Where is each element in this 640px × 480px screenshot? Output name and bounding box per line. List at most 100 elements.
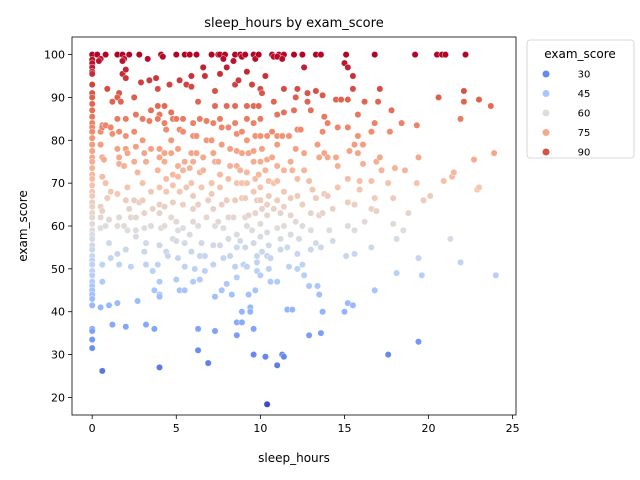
scatter-point <box>114 115 121 123</box>
scatter-point <box>214 218 222 226</box>
scatter-point <box>354 132 362 140</box>
scatter-point <box>88 181 96 189</box>
scatter-point <box>250 325 258 333</box>
scatter-point <box>293 265 301 273</box>
scatter-point <box>371 286 379 294</box>
scatter-point <box>132 111 140 119</box>
scatter-point <box>139 115 147 123</box>
scatter-point <box>161 149 168 157</box>
scatter-point <box>120 162 128 170</box>
scatter-point <box>203 213 210 221</box>
scatter-point <box>356 186 363 194</box>
scatter-point <box>255 102 263 110</box>
scatter-point <box>130 158 138 166</box>
scatter-point <box>88 213 96 221</box>
scatter-point <box>179 224 187 232</box>
scatter-point <box>342 51 350 58</box>
scatter-point <box>351 201 358 209</box>
scatter-point <box>107 124 115 131</box>
scatter-point <box>140 224 148 232</box>
scatter-point <box>134 168 142 176</box>
scatter-point <box>196 276 204 283</box>
scatter-point <box>154 85 162 93</box>
scatter-point <box>198 183 205 191</box>
scatter-point <box>388 106 395 114</box>
scatter-point <box>161 203 168 211</box>
scatter-point <box>238 149 246 157</box>
scatter-point <box>413 179 421 187</box>
scatter-point <box>273 224 281 232</box>
scatter-point <box>300 149 308 157</box>
scatter-point <box>292 145 300 153</box>
x-axis-ticks: 0 5 10 15 20 25 <box>89 415 520 435</box>
scatter-point <box>285 263 293 271</box>
scatter-point <box>199 64 207 71</box>
scatter-point <box>119 57 126 65</box>
legend-title: exam_score <box>544 47 616 61</box>
scatter-point <box>88 336 96 343</box>
scatter-point <box>233 243 241 251</box>
x-tick-label: 0 <box>89 422 96 435</box>
scatter-point <box>147 106 155 114</box>
scatter-point <box>245 211 253 219</box>
scatter-point <box>161 222 168 230</box>
scatter-point <box>300 271 308 279</box>
scatter-point <box>475 183 483 191</box>
scatter-point <box>88 220 96 228</box>
scatter-point <box>122 115 130 123</box>
scatter-point <box>127 263 135 271</box>
scatter-point <box>132 213 140 221</box>
scatter-point <box>248 226 256 234</box>
scatter-point <box>174 162 182 170</box>
scatter-point <box>231 102 239 110</box>
scatter-point <box>233 231 241 239</box>
scatter-point <box>314 282 321 290</box>
scatter-point <box>273 278 281 286</box>
scatter-point <box>324 192 331 200</box>
scatter-point <box>218 124 226 131</box>
scatter-point <box>298 51 306 58</box>
scatter-point <box>208 51 216 58</box>
scatter-point <box>238 128 246 136</box>
scatter-point <box>273 177 281 185</box>
scatter-point <box>189 192 197 200</box>
scatter-point <box>309 186 316 194</box>
legend-label: 75 <box>578 128 591 139</box>
scatter-point <box>342 252 350 260</box>
scatter-point <box>231 196 239 204</box>
scatter-point <box>413 121 421 129</box>
scatter-point <box>246 308 254 316</box>
scatter-point <box>248 81 256 89</box>
scatter-point <box>149 205 157 213</box>
scatter-point <box>238 318 246 326</box>
scatter-point <box>371 119 379 127</box>
scatter-point <box>122 246 130 254</box>
scatter-point <box>304 89 311 97</box>
scatter-point <box>130 128 138 136</box>
scatter-point <box>457 115 464 123</box>
y-tick-label: 70 <box>51 177 65 190</box>
scatter-point <box>346 147 353 155</box>
scatter-point <box>290 51 298 58</box>
scatter-point <box>139 136 147 144</box>
scatter-point <box>243 179 251 187</box>
scatter-point <box>172 218 180 226</box>
scatter-point <box>88 344 96 352</box>
scatter-point <box>154 261 162 268</box>
scatter-point <box>98 173 106 181</box>
scatter-point <box>122 132 130 140</box>
scatter-point <box>446 235 454 243</box>
scatter-point <box>88 158 96 166</box>
scatter-point <box>102 179 110 187</box>
scatter-point <box>329 205 337 213</box>
scatter-point <box>211 87 219 95</box>
scatter-point <box>122 196 130 204</box>
scatter-point <box>324 153 331 161</box>
scatter-point <box>201 267 209 275</box>
scatter-point <box>319 128 326 136</box>
scatter-point <box>270 98 278 106</box>
scatter-point <box>196 115 204 123</box>
scatter-point <box>88 81 96 89</box>
scatter-point <box>105 239 113 247</box>
